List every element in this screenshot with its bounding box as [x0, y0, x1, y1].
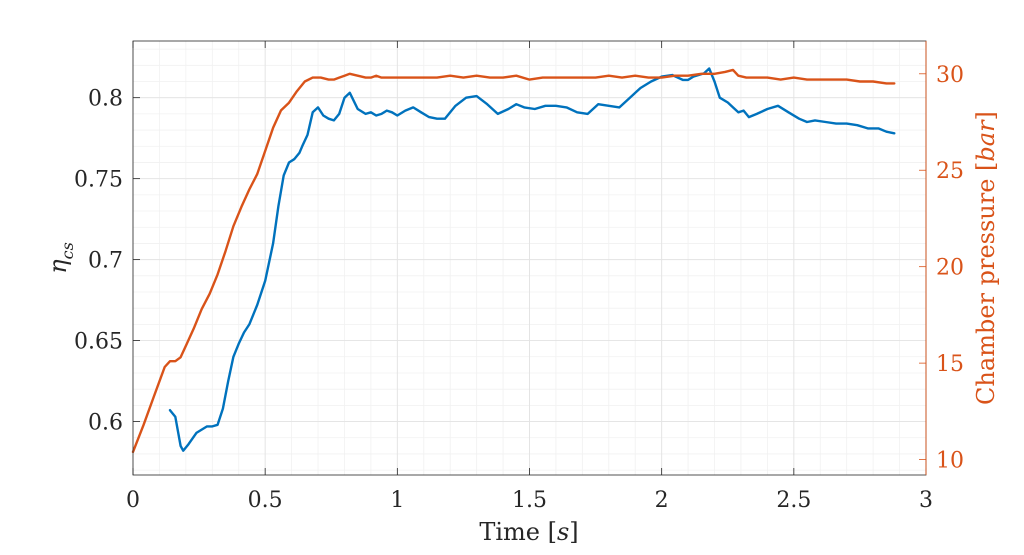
x-tick-label: 0: [126, 488, 140, 513]
x-tick-label: 0.5: [248, 488, 283, 513]
labels-layer: Time [s] ηcs Chamber pressure [bar]: [44, 111, 1000, 546]
y-right-tick-label: 15: [936, 352, 964, 377]
x-axis-label: Time [s]: [479, 518, 578, 546]
y-right-tick-label: 10: [936, 449, 964, 474]
y-left-tick-label: 0.6: [88, 411, 123, 436]
x-tick-label: 3: [919, 488, 933, 513]
x-tick-label: 1: [390, 488, 404, 513]
y-left-tick-label: 0.8: [88, 87, 123, 112]
y-right-tick-label: 30: [936, 63, 964, 88]
x-tick-label: 2.5: [776, 488, 811, 513]
y-right-tick-label: 20: [936, 256, 964, 281]
y-right-axis-label: Chamber pressure [bar]: [972, 111, 1000, 405]
series-layer: [131, 67, 896, 454]
y-left-axis-label: ηcs: [44, 242, 77, 274]
y-left-tick-label: 0.75: [74, 168, 123, 193]
y-right-tick-label: 25: [936, 159, 964, 184]
y-left-tick-label: 0.65: [74, 330, 123, 355]
chamber-pressure-series-line: [131, 68, 896, 454]
ticks-layer: 0 0.5 1 1.5 2 2.5 3 0.6 0.65 0.7 0.75 0.8 10 15 20 25 30: [74, 41, 964, 513]
x-tick-label: 2: [655, 488, 669, 513]
y-left-tick-label: 0.7: [88, 249, 123, 274]
x-tick-label: 1.5: [512, 488, 547, 513]
eta-cs-series-line: [168, 67, 896, 452]
